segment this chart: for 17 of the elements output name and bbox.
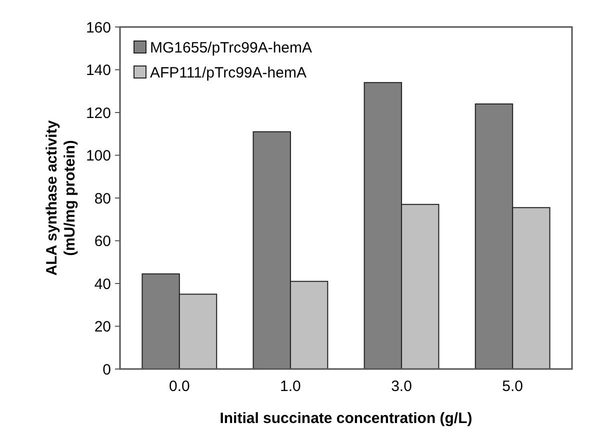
y-tick-label: 100 <box>86 148 111 164</box>
y-tick-label: 140 <box>86 62 111 79</box>
x-tick-label: 3.0 <box>391 378 412 395</box>
y-tick-label: 0 <box>102 361 111 378</box>
y-tick-label: 60 <box>94 233 111 250</box>
y-axis-title: ALA synthase activity (mU/mg protein) <box>43 120 78 276</box>
y-tick-label: 80 <box>94 190 111 208</box>
y-tick-label: 20 <box>94 318 111 336</box>
y-tick-label: 120 <box>86 104 111 122</box>
y-tick-label: 40 <box>94 276 111 293</box>
x-axis-title: Initial succinate concentration (g/L) <box>220 410 472 427</box>
x-tick-label: 5.0 <box>502 378 524 395</box>
y-tick-label: 160 <box>86 19 111 36</box>
x-tick-label: 0.0 <box>168 378 190 395</box>
legend-label: AFP111/pTrc99A-hemA <box>150 64 306 82</box>
x-tick-label: 1.0 <box>280 378 301 395</box>
legend-label: MG1655/pTrc99A-hemA <box>150 39 312 56</box>
